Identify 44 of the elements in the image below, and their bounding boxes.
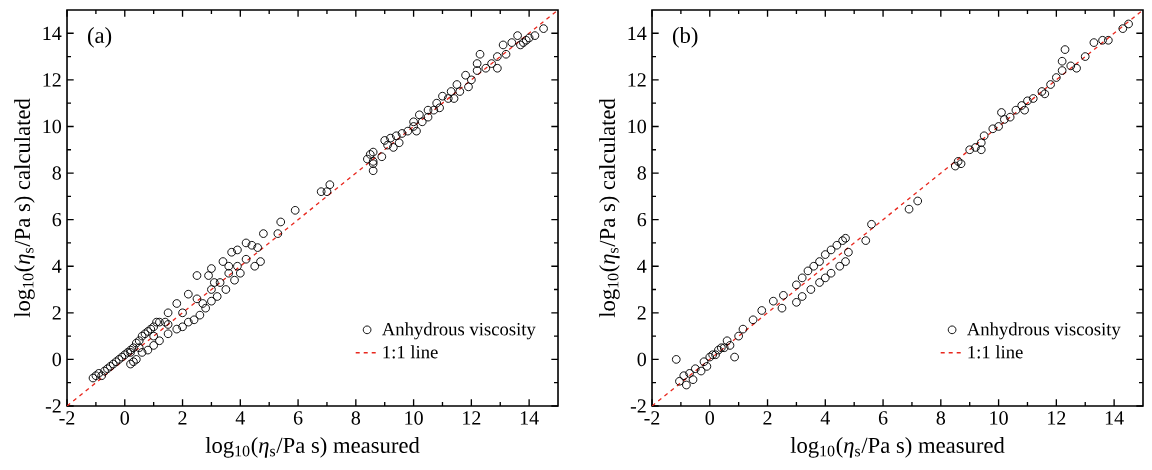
x-axis-title: log$_{10}$(η$_{s}$/Pa s) measured [790,437,1005,458]
x-tick-label: 14 [520,411,539,425]
x-tick-label: 14 [1105,411,1124,425]
x-tick-label: 12 [463,411,481,425]
y-tick-label: 12 [628,73,646,87]
x-tick-label: 2 [763,411,772,425]
x-tick-label: 2 [178,411,187,425]
x-tick-label: 12 [1048,411,1066,425]
legend-label: 1:1 line [383,345,438,359]
y-tick-label: -2 [45,399,61,413]
x-tick-label: 8 [351,411,361,425]
y-tick-label: 8 [637,166,647,180]
x-tick-label: 0 [705,411,715,425]
legend-label: Anhydrous viscosity [966,322,1121,340]
x-tick-label: 8 [936,411,946,425]
x-tick-label: 4 [820,411,830,425]
y-tick-label: 0 [52,352,62,367]
y-axis-title: log$_{10}$(η$_{s}$/Pa s) calculated [14,98,35,318]
x-tick-label: 4 [235,411,245,425]
y-tick-label: 4 [637,259,647,273]
y-tick-label: 6 [637,212,647,227]
x-tick-label: 0 [120,411,130,425]
y-tick-label: 10 [43,119,62,134]
y-axis-title: log$_{10}$(η$_{s}$/Pa s) calculated [599,98,620,318]
y-tick-label: 2 [52,306,61,320]
y-tick-label: 12 [43,73,61,87]
y-tick-label: 4 [52,259,62,273]
y-tick-label: 8 [52,166,62,180]
legend-label: 1:1 line [968,345,1023,359]
annotation: (a) [87,27,112,48]
y-tick-label: 2 [637,306,646,320]
legend-label: Anhydrous viscosity [382,322,536,340]
y-tick-label: -2 [630,399,646,413]
y-tick-label: 14 [43,26,62,40]
y-tick-label: 6 [52,212,62,227]
x-tick-label: 6 [878,411,888,425]
y-tick-label: 0 [637,352,647,367]
x-tick-label: 10 [405,411,423,425]
y-tick-label: 10 [628,119,647,134]
y-tick-label: 14 [628,26,647,40]
annotation: (b) [672,27,698,48]
x-tick-label: 6 [293,411,303,425]
x-tick-label: 10 [990,411,1008,425]
x-axis-title: log$_{10}$(η$_{s}$/Pa s) measured [205,437,420,458]
